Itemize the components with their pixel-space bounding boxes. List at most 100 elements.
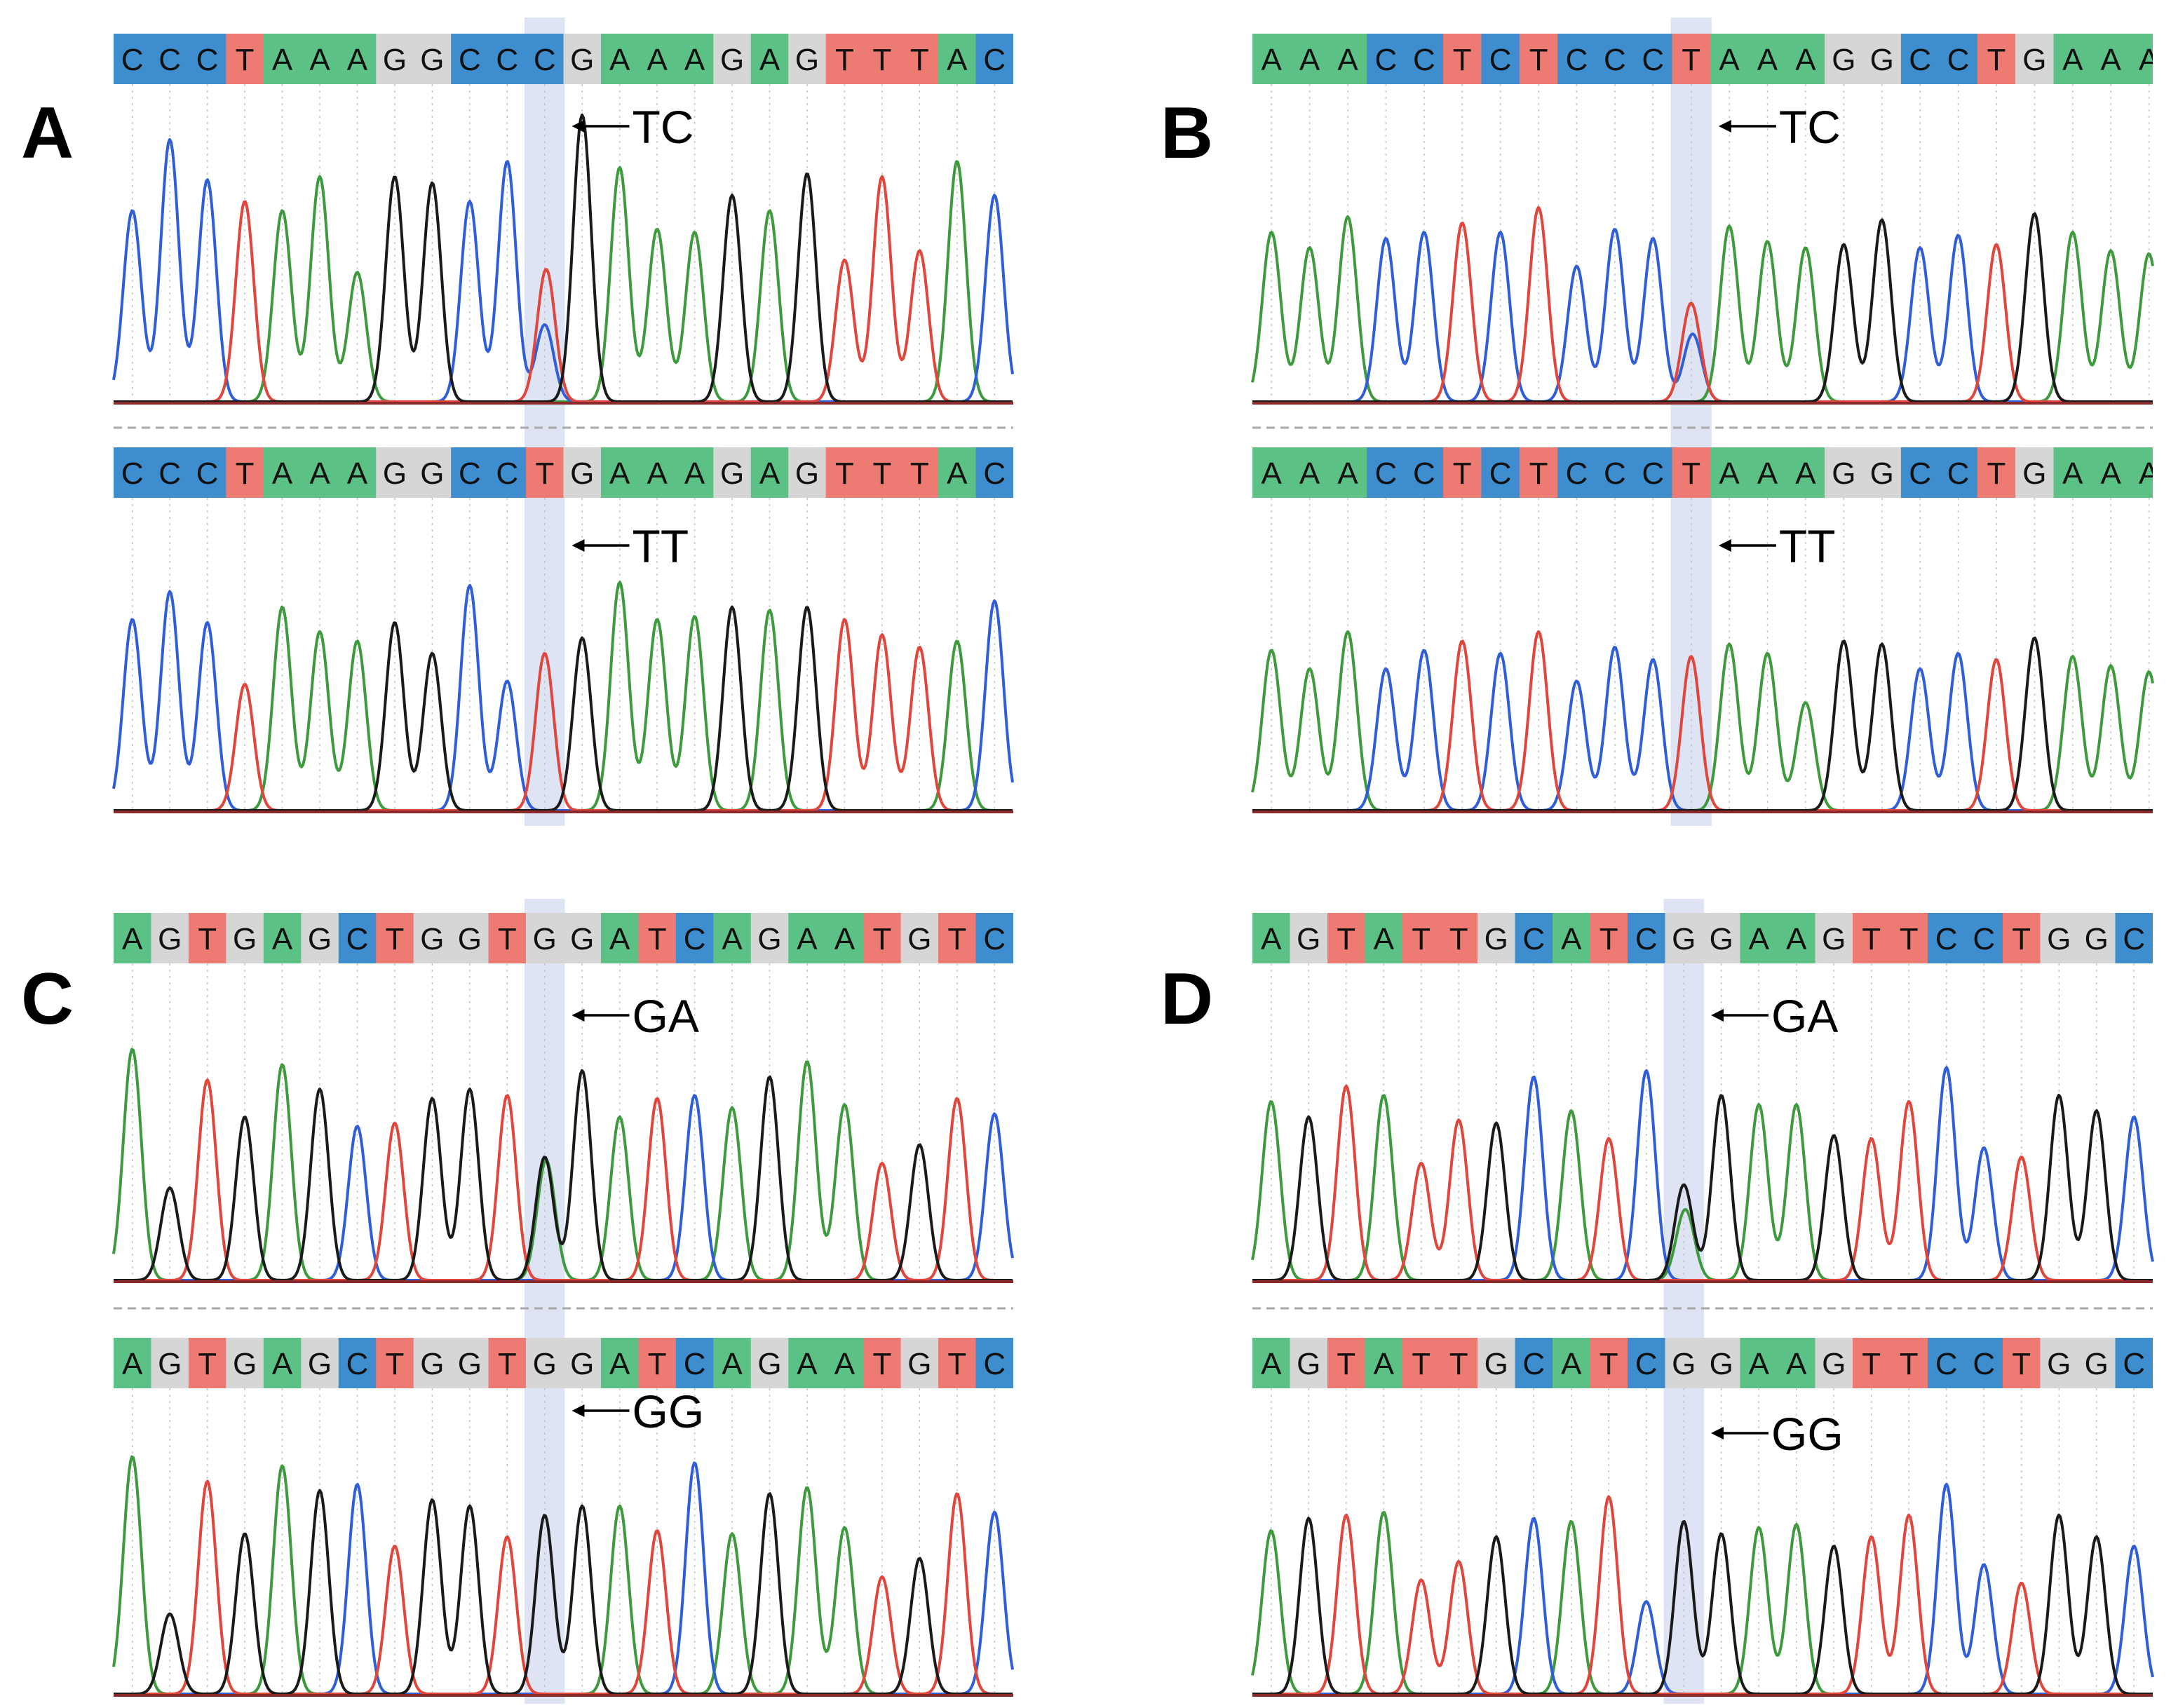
base-box — [1367, 34, 1406, 84]
base-letter: G — [570, 43, 594, 77]
base-letter: A — [1719, 43, 1740, 77]
base-letter: T — [872, 1347, 891, 1381]
base-box — [2130, 447, 2153, 498]
base-box — [413, 1338, 452, 1388]
base-box — [1557, 34, 1597, 84]
base-box — [638, 1338, 677, 1388]
base-box — [338, 447, 377, 498]
base-box — [114, 913, 151, 963]
base-letter: G — [1832, 456, 1855, 491]
base-box — [114, 34, 151, 84]
base-box — [263, 913, 302, 963]
base-letter: G — [383, 456, 407, 491]
base-box — [638, 447, 677, 498]
base-box — [1853, 1338, 1891, 1388]
base-letter: C — [1375, 456, 1398, 491]
base-letter: G — [1822, 1347, 1846, 1381]
base-letter: G — [720, 456, 744, 491]
base-box — [600, 447, 639, 498]
base-letter: A — [609, 43, 630, 77]
base-box — [1405, 447, 1444, 498]
base-letter: C — [459, 456, 481, 491]
base-box — [413, 913, 452, 963]
base-letter: A — [1262, 456, 1283, 491]
base-box — [1634, 447, 1672, 498]
base-box — [1327, 913, 1365, 963]
base-box — [1590, 1338, 1628, 1388]
base-box — [600, 34, 639, 84]
base-box — [1825, 34, 1864, 84]
base-box — [526, 447, 564, 498]
base-box — [226, 447, 264, 498]
base-box — [1440, 1338, 1478, 1388]
base-box — [713, 447, 752, 498]
base-box — [1477, 1338, 1515, 1388]
base-box — [1965, 1338, 2003, 1388]
base-letter: C — [1642, 456, 1664, 491]
base-letter: T — [872, 922, 891, 956]
base-box — [1290, 447, 1330, 498]
base-letter: G — [158, 922, 182, 956]
base-letter: G — [1672, 1347, 1696, 1381]
base-letter: C — [1604, 43, 1626, 77]
base-letter: A — [2139, 43, 2160, 77]
base-letter: C — [1375, 43, 1398, 77]
base-letter: A — [1337, 43, 1358, 77]
base-letter: T — [385, 922, 404, 956]
base-box — [1628, 1338, 1665, 1388]
base-letter: G — [907, 922, 931, 956]
base-box — [863, 34, 902, 84]
base-letter: C — [1413, 456, 1435, 491]
base-box — [1748, 34, 1787, 84]
base-letter: T — [2012, 1347, 2031, 1381]
base-letter: G — [570, 922, 594, 956]
panel-letter: B — [1161, 93, 1213, 174]
base-box — [188, 34, 226, 84]
base-letter: A — [1795, 43, 1816, 77]
base-box — [338, 913, 377, 963]
base-letter: C — [983, 1347, 1006, 1381]
base-box — [1515, 913, 1553, 963]
base-letter: A — [797, 922, 818, 956]
base-box — [2053, 34, 2092, 84]
base-letter: A — [2062, 456, 2083, 491]
base-box — [2053, 447, 2092, 498]
base-letter: A — [834, 922, 855, 956]
base-letter: T — [648, 922, 667, 956]
base-box — [188, 1338, 226, 1388]
base-box — [1327, 1338, 1365, 1388]
base-letter: A — [759, 456, 780, 491]
base-box — [863, 913, 902, 963]
base-box — [451, 913, 489, 963]
base-letter: C — [496, 456, 518, 491]
base-box — [675, 1338, 714, 1388]
base-letter: A — [2100, 456, 2121, 491]
base-box — [114, 447, 151, 498]
base-box — [1590, 913, 1628, 963]
base-letter: C — [1947, 456, 1970, 491]
base-letter: C — [1635, 922, 1658, 956]
base-letter: G — [308, 922, 332, 956]
base-box — [900, 447, 939, 498]
base-box — [1672, 447, 1711, 498]
base-letter: A — [2139, 456, 2160, 491]
base-letter: C — [1973, 1347, 1995, 1381]
base-box — [1703, 1338, 1740, 1388]
base-box — [151, 913, 189, 963]
base-letter: C — [496, 43, 518, 77]
trace-2: C C C T A A A G G C C T G A A A G A G T T T A CTT — [112, 447, 1014, 813]
base-letter: A — [2100, 43, 2121, 77]
base-box — [263, 447, 302, 498]
base-box — [1443, 34, 1482, 84]
base-letter: T — [648, 1347, 667, 1381]
base-box — [825, 1338, 864, 1388]
base-box — [2078, 1338, 2116, 1388]
base-letter: T — [1412, 1347, 1431, 1381]
left-arrow-icon — [1718, 120, 1776, 133]
base-box — [1890, 1338, 1928, 1388]
base-box — [1977, 447, 2016, 498]
base-box — [1519, 34, 1558, 84]
base-letter: A — [947, 456, 968, 491]
